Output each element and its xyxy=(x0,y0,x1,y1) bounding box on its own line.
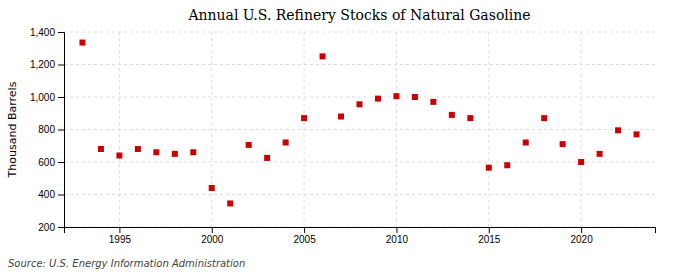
point xyxy=(153,149,159,155)
grid-line xyxy=(64,32,655,33)
source: Source: U.S. Energy Information Administ… xyxy=(8,258,245,269)
point xyxy=(227,200,233,206)
point xyxy=(264,155,270,161)
x-tick-label: 2000 xyxy=(201,234,224,245)
y-tick-label: 600 xyxy=(38,157,55,168)
y-tick-label: 400 xyxy=(38,189,55,200)
point xyxy=(375,96,381,102)
grid-line xyxy=(64,97,655,98)
chart: 1995 2000 2005 2010 2015 2020 200 400 600 800 1,00… xyxy=(0,0,675,275)
point xyxy=(116,153,122,159)
point xyxy=(301,115,307,121)
point xyxy=(615,127,621,133)
point xyxy=(190,149,196,155)
x-tick-mark xyxy=(212,227,213,233)
grid-line xyxy=(64,129,655,130)
x-tick-label: 2020 xyxy=(571,234,594,245)
y-tick-mark xyxy=(58,195,64,196)
y-tick: 1,200 xyxy=(30,59,64,70)
y-tick-mark xyxy=(58,97,64,98)
point xyxy=(98,146,104,152)
y-axis-title: Thousand Barrels xyxy=(6,81,19,178)
grid-line xyxy=(304,32,305,227)
grid-line xyxy=(64,162,655,163)
grid-line xyxy=(64,64,655,65)
y-axis-line xyxy=(58,33,65,228)
x-tick-mark xyxy=(489,227,490,233)
x-tick-label: 2005 xyxy=(293,234,316,245)
point xyxy=(541,115,547,121)
plot: 1995 2000 2005 2010 2015 2020 200 400 600 800 1,00… xyxy=(30,27,656,245)
x-axis: 1995 2000 2005 2010 2015 2020 xyxy=(65,227,656,245)
y-tick-mark xyxy=(58,227,64,228)
y-tick: 1,400 xyxy=(30,27,64,38)
point xyxy=(467,115,473,121)
y-tick: 800 xyxy=(38,124,64,135)
y-tick-label: 800 xyxy=(38,124,55,135)
y-tick: 200 xyxy=(38,222,64,233)
grid-line xyxy=(119,32,120,227)
point xyxy=(209,185,215,191)
y-tick-mark xyxy=(58,130,64,131)
point xyxy=(338,114,344,120)
x-tick-label: 2010 xyxy=(386,234,409,245)
grid-line xyxy=(581,32,582,227)
point xyxy=(634,131,640,137)
point xyxy=(357,101,363,107)
y-tick: 1,000 xyxy=(30,92,64,103)
y-tick-mark xyxy=(58,32,64,33)
point xyxy=(504,162,510,168)
point xyxy=(79,40,85,46)
point xyxy=(597,151,603,157)
y-tick-mark xyxy=(58,162,64,163)
point xyxy=(135,146,141,152)
points xyxy=(79,40,639,207)
title: Annual U.S. Refinery Stocks of Natural G… xyxy=(187,7,530,23)
x-tick-mark xyxy=(581,227,582,233)
y-tick-label: 1,000 xyxy=(30,92,55,103)
y-axis: 200 400 600 800 1,000 1,200 1,400 xyxy=(30,27,65,233)
grid-line xyxy=(396,32,397,227)
point xyxy=(172,151,178,157)
x-tick-mark xyxy=(304,227,305,233)
point xyxy=(430,99,436,105)
grid-line xyxy=(64,194,655,195)
point xyxy=(246,142,252,148)
x-tick: 2000 xyxy=(201,227,224,245)
point xyxy=(486,165,492,171)
point xyxy=(578,159,584,165)
point xyxy=(523,140,529,146)
grid-line xyxy=(211,32,212,227)
x-tick: 2010 xyxy=(386,227,409,245)
x-tick: 2020 xyxy=(571,227,594,245)
point xyxy=(393,93,399,99)
grid-line xyxy=(488,32,489,227)
grid xyxy=(64,32,655,227)
point xyxy=(320,53,326,59)
y-tick-mark xyxy=(58,65,64,66)
point xyxy=(412,94,418,100)
x-tick: 1995 xyxy=(109,227,132,245)
point xyxy=(283,140,289,146)
x-tick: 2005 xyxy=(293,227,316,245)
x-tick-label: 2015 xyxy=(478,234,501,245)
y-tick-label: 1,200 xyxy=(30,59,55,70)
x-tick-label: 1995 xyxy=(109,234,132,245)
y-tick: 400 xyxy=(38,189,64,200)
x-tick-mark xyxy=(119,227,120,233)
y-tick-label: 200 xyxy=(38,222,55,233)
x-tick: 2015 xyxy=(478,227,501,245)
y-tick-label: 1,400 xyxy=(30,27,55,38)
x-tick-mark xyxy=(396,227,397,233)
x-axis-line xyxy=(65,228,656,234)
point xyxy=(449,112,455,118)
y-tick: 600 xyxy=(38,157,64,168)
point xyxy=(560,141,566,147)
